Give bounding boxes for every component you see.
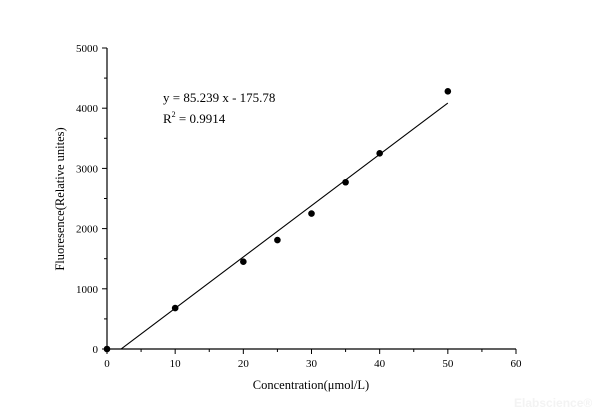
x-tick-label: 20 — [238, 358, 250, 370]
y-axis-ticks: 0 1000 2000 3000 4000 5000 — [76, 43, 107, 356]
r2-superscript: 2 — [172, 110, 176, 119]
data-point — [342, 178, 349, 186]
x-tick-label: 60 — [511, 358, 523, 370]
equation-label: y = 85.239 x - 175.78 — [163, 90, 275, 105]
data-point — [171, 304, 179, 312]
x-axis-title: Concentration(μmol/L) — [253, 378, 369, 392]
x-tick-label: 40 — [374, 358, 386, 370]
y-tick-label: 4000 — [76, 103, 99, 115]
y-axis-title: Fluoresence(Relative unites) — [53, 127, 67, 270]
r-squared-label: R2 = 0.9914 — [163, 110, 226, 126]
fit-line — [120, 102, 449, 350]
y-tick-label: 3000 — [76, 163, 99, 175]
x-tick-label: 30 — [306, 358, 318, 370]
r2-prefix: R — [163, 111, 172, 126]
regression-line — [120, 102, 449, 350]
data-point — [274, 236, 281, 244]
x-tick-label: 0 — [104, 358, 110, 370]
data-point — [308, 210, 315, 217]
x-axis-ticks: 0 10 20 30 40 50 60 — [104, 349, 522, 370]
x-tick-label: 10 — [170, 358, 182, 370]
y-tick-label: 2000 — [76, 224, 99, 236]
r2-value: = 0.9914 — [176, 111, 226, 126]
watermark: Elabscience® — [514, 396, 592, 410]
data-points — [103, 88, 452, 353]
y-tick-label: 5000 — [76, 43, 99, 55]
x-tick-label: 50 — [442, 358, 454, 370]
y-tick-label: 1000 — [76, 284, 99, 296]
data-point — [240, 258, 247, 266]
data-point — [444, 88, 452, 95]
y-tick-label: 0 — [93, 344, 99, 356]
data-point — [103, 345, 111, 353]
data-point — [376, 150, 383, 157]
